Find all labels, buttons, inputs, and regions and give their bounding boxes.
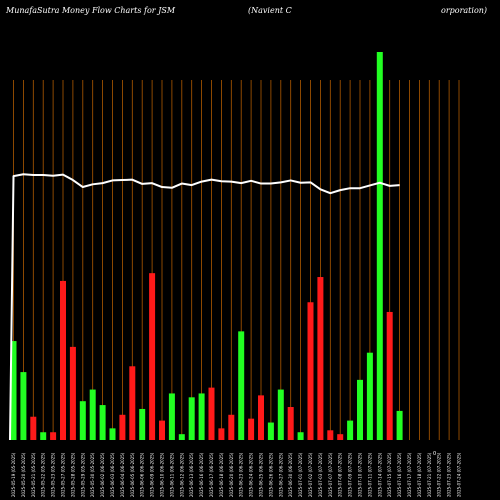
money-flow-bar: [337, 434, 344, 440]
money-flow-bar: [119, 414, 126, 440]
x-tick-label: 2025-05-22 (05-2025): [41, 452, 46, 497]
money-flow-bar: [228, 414, 235, 440]
x-tick-label: 2025-06-20 (06-2025): [229, 452, 234, 497]
money-flow-bar: [69, 346, 76, 440]
money-flow-bar: [238, 331, 245, 440]
money-flow-bar: [267, 422, 274, 440]
x-tick-label: 2025-07-01 (07-2025): [298, 452, 303, 497]
x-tick-label: 2025-07-23 (07-2025): [447, 452, 452, 497]
x-tick-label: 2025-05-30 (05-2025): [90, 452, 95, 497]
money-flow-bar: [159, 420, 165, 440]
x-tick-label: 2025-07-08 (07-2025): [338, 452, 343, 497]
money-flow-bar: [198, 393, 205, 440]
x-tick-label: 2025-06-16 (06-2025): [199, 452, 204, 497]
x-tick-label: 2025-07-10 (07-2025): [358, 452, 363, 497]
money-flow-bar: [139, 408, 146, 440]
money-flow-bar: [258, 395, 264, 440]
money-flow-bar: [10, 341, 17, 440]
x-tick-label: 2025-07-02 (07-2025): [308, 452, 313, 497]
axis-zero-tick: 0: [433, 451, 436, 457]
x-tick-label: 2025-07-11 (07-2025): [367, 452, 372, 497]
money-flow-line: [9, 173, 400, 441]
x-tick-label: 2025-07-18 (07-2025): [417, 452, 422, 497]
x-tick-label: 2025-07-21 (07-2025): [427, 452, 432, 497]
money-flow-bar: [366, 352, 373, 440]
x-tick-label: 2025-06-11 (06-2025): [169, 452, 174, 497]
money-flow-bar: [188, 397, 195, 440]
money-flow-bar: [396, 410, 403, 440]
money-flow-bar: [248, 418, 255, 440]
x-tick-label: 2025-06-13 (06-2025): [189, 452, 194, 497]
chart-title-right: orporation): [441, 6, 487, 15]
money-flow-bar: [109, 428, 116, 440]
x-tick-label: 2025-06-26 (06-2025): [268, 452, 273, 497]
x-tick-label: 2025-07-17 (07-2025): [407, 452, 412, 497]
chart-title-left: MunafaSutra Money Flow Charts for JSM: [5, 6, 176, 15]
money-flow-bar: [277, 389, 284, 440]
line-series: [9, 173, 400, 441]
money-flow-bar: [208, 387, 215, 440]
x-tick-label: 2025-06-05 (06-2025): [130, 452, 135, 497]
x-tick-label: 2025-06-30 (06-2025): [288, 452, 293, 497]
money-flow-bar: [317, 277, 324, 440]
money-flow-bar: [89, 389, 96, 440]
x-tick-label: 2025-06-23 (06-2025): [239, 452, 244, 497]
x-tick-label: 2025-06-27 (06-2025): [278, 452, 283, 497]
money-flow-bar: [218, 428, 225, 440]
x-tick-label: 2025-06-17 (06-2025): [209, 452, 214, 497]
money-flow-bar: [30, 416, 37, 440]
money-flow-bar: [20, 372, 27, 440]
x-tick-label: 2025-05-21 (05-2025): [31, 452, 36, 497]
x-tick-label: 2025-07-14 (07-2025): [377, 452, 382, 497]
money-flow-bar: [129, 366, 136, 440]
money-flow-bar: [60, 280, 66, 440]
x-tick-label: 2025-06-02 (06-2025): [100, 452, 105, 497]
x-tick-label: 2025-06-25 (06-2025): [259, 452, 264, 497]
money-flow-bar: [149, 273, 156, 440]
x-tick-label: 2025-06-03 (06-2025): [110, 452, 115, 497]
x-tick-label: 2025-07-09 (07-2025): [348, 452, 353, 497]
x-tick-label: 2025-06-06 (06-2025): [140, 452, 145, 497]
bar-series: [10, 52, 403, 440]
x-tick-label: 2025-07-07 (07-2025): [328, 452, 333, 497]
money-flow-bar: [79, 401, 86, 440]
x-tick-label: 2025-05-27 (05-2025): [61, 452, 66, 497]
money-flow-bar: [50, 432, 57, 440]
x-tick-label: 2025-05-19 (05-2025): [11, 452, 16, 497]
money-flow-bar: [40, 432, 47, 440]
x-tick-label: 2025-07-03 (07-2025): [318, 452, 323, 497]
money-flow-bar: [178, 434, 185, 440]
chart-title-mid: (Navient C: [248, 6, 292, 15]
x-tick-label: 2025-05-29 (05-2025): [80, 452, 85, 497]
x-tick-label: 2025-05-20 (05-2025): [21, 452, 26, 497]
x-tick-label: 2025-07-16 (07-2025): [397, 452, 402, 497]
x-tick-label: 2025-05-28 (05-2025): [70, 452, 75, 497]
x-tick-label: 2025-06-10 (06-2025): [160, 452, 165, 497]
money-flow-bar: [307, 302, 314, 440]
x-tick-label: 2025-06-12 (06-2025): [179, 452, 184, 497]
money-flow-bar: [347, 420, 354, 440]
money-flow-bar: [297, 432, 304, 440]
x-tick-label: 2025-06-24 (06-2025): [249, 452, 254, 497]
money-flow-bar: [99, 405, 106, 440]
money-flow-bar: [376, 52, 383, 440]
money-flow-bar: [287, 407, 294, 440]
x-tick-label: 2025-07-24 (07-2025): [457, 452, 462, 497]
money-flow-bar: [327, 430, 334, 440]
money-flow-bar: [168, 393, 175, 440]
x-tick-label: 2025-07-15 (07-2025): [387, 452, 392, 497]
x-tick-label: 2025-05-23 (05-2025): [51, 452, 56, 497]
x-tick-label: 2025-06-04 (06-2025): [120, 452, 125, 497]
x-tick-label: 2025-07-22 (07-2025): [437, 452, 442, 497]
x-tick-label: 2025-06-09 (06-2025): [150, 452, 155, 497]
money-flow-bar: [357, 379, 363, 440]
x-tick-label: 2025-06-18 (06-2025): [219, 452, 224, 497]
x-axis-labels: 2025-05-19 (05-2025) 2025-05-20 (05-2025)…: [11, 452, 462, 497]
money-flow-bar: [386, 311, 393, 440]
